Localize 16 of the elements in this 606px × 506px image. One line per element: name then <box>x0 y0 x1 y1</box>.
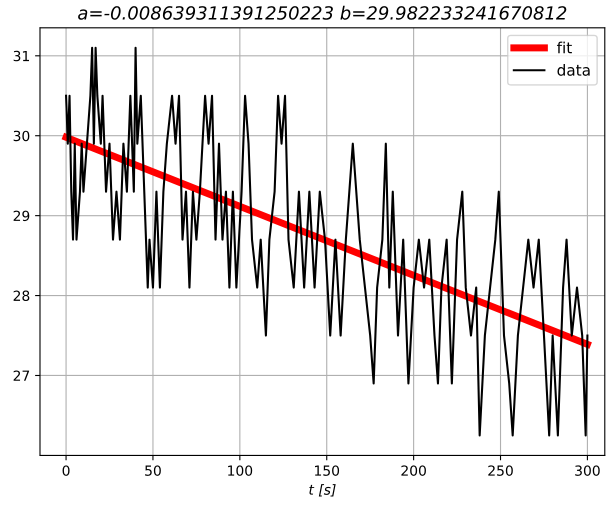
y-tick-label: 27 <box>14 370 30 381</box>
x-tick-label: 150 <box>315 465 340 476</box>
x-tick-label: 200 <box>401 465 426 476</box>
x-tick-label: 300 <box>575 465 600 476</box>
y-tick-label: 29 <box>14 210 30 222</box>
y-tick-label: 31 <box>14 50 29 62</box>
x-tick-label: 250 <box>488 465 513 476</box>
legend-label: fit <box>556 42 572 54</box>
chart-title: a=-0.008639311391250223 b=29.982233241670812 <box>78 6 566 20</box>
x-tick-label: 50 <box>145 465 161 476</box>
y-tick-label: 28 <box>14 290 30 302</box>
x-tick-label: 0 <box>62 465 70 476</box>
legend-label: data <box>557 64 590 76</box>
x-axis-title: t [s] <box>309 484 336 497</box>
x-tick-label: 100 <box>228 465 252 476</box>
y-tick-label: 30 <box>14 130 30 142</box>
